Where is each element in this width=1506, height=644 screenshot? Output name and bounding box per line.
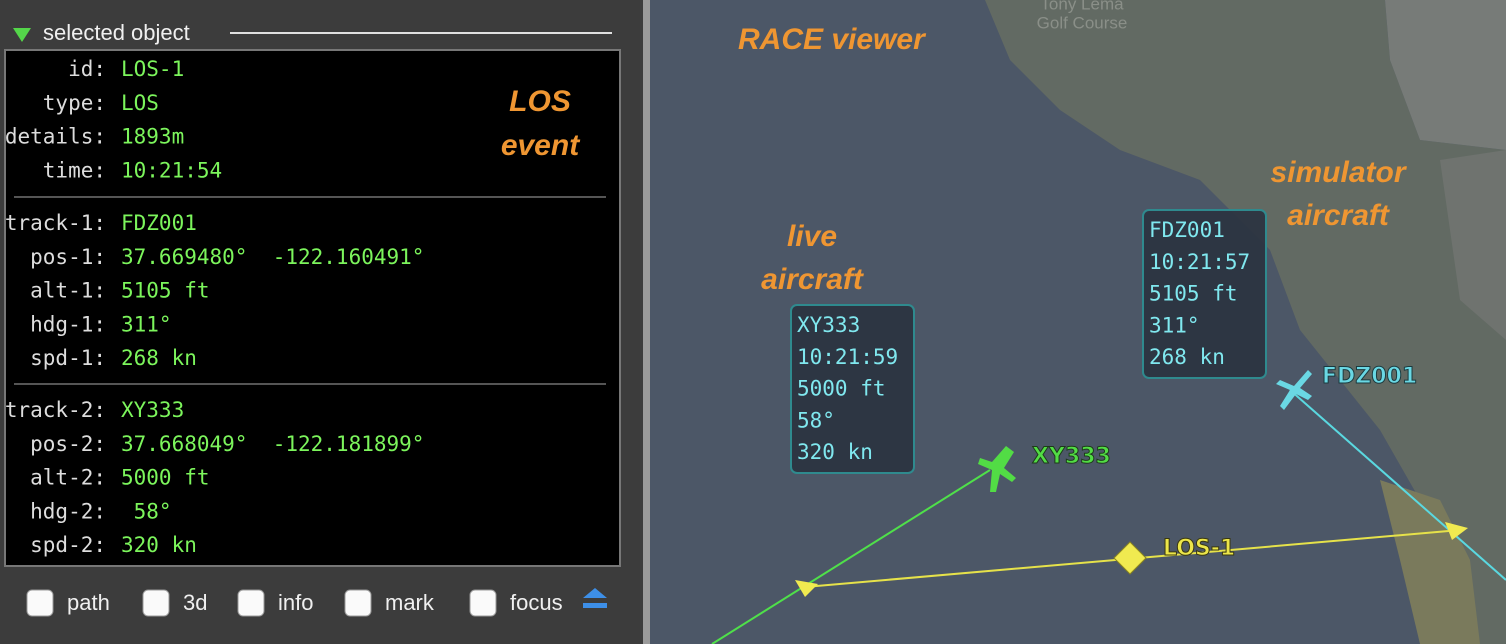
- eject-icon[interactable]: [583, 588, 607, 608]
- field-value: FDZ001: [121, 211, 197, 235]
- field-value: 268 kn: [121, 346, 197, 370]
- track-line: [1289, 389, 1506, 581]
- park: [1380, 480, 1480, 644]
- urban: [1440, 150, 1506, 340]
- info-line: 10:21:57: [1149, 250, 1250, 274]
- aircraft-icon[interactable]: [1276, 370, 1312, 410]
- checkbox[interactable]: [237, 589, 265, 617]
- info-box: [4, 49, 621, 567]
- checkbox-label: mark: [385, 590, 435, 615]
- map: Tony Lema Golf Course RACE viewer live a…: [650, 0, 1506, 644]
- field-value: XY333: [121, 398, 184, 422]
- info-line: XY333: [797, 313, 860, 337]
- land: [985, 0, 1506, 644]
- los-marker[interactable]: [1113, 541, 1147, 575]
- info-line: 320 kn: [797, 440, 873, 464]
- field-label: track-2:: [5, 398, 106, 422]
- info-line: 5000 ft: [797, 377, 886, 401]
- checkbox[interactable]: [469, 589, 497, 617]
- checkbox-label: 3d: [183, 590, 207, 615]
- checkbox[interactable]: [26, 589, 54, 617]
- los-endpoint[interactable]: [795, 580, 818, 597]
- field-label: id:: [68, 57, 106, 81]
- track-line: [711, 469, 991, 644]
- field-label: pos-2:: [30, 432, 106, 456]
- place-label: Golf Course: [1037, 13, 1128, 32]
- annotation: event: [501, 129, 581, 162]
- annotation: simulator: [1270, 156, 1407, 189]
- collapse-toggle[interactable]: [13, 28, 31, 42]
- field-value: 311°: [121, 312, 172, 336]
- checkbox-label: focus: [510, 590, 563, 615]
- field-label: spd-2:: [30, 533, 106, 557]
- field-label: pos-1:: [30, 245, 106, 269]
- field-value: 5105 ft: [121, 279, 210, 303]
- field-value: 37.668049° -122.181899°: [121, 432, 424, 456]
- field-value: 10:21:54: [121, 158, 222, 182]
- annotation: LOS: [509, 85, 571, 118]
- field-label: alt-1:: [30, 279, 106, 303]
- info-box[interactable]: [790, 304, 915, 474]
- aircraft-label: XY333: [1032, 444, 1111, 469]
- info-box[interactable]: [1142, 209, 1267, 379]
- field-label: spd-1:: [30, 346, 106, 370]
- checkbox[interactable]: [142, 589, 170, 617]
- panel-title: selected object: [43, 20, 190, 45]
- info-line: FDZ001: [1149, 218, 1225, 242]
- annotation: live: [787, 220, 837, 253]
- splitter[interactable]: [643, 0, 650, 644]
- map-title: RACE viewer: [738, 23, 927, 56]
- field-label: time:: [43, 158, 106, 182]
- checkbox[interactable]: [344, 589, 372, 617]
- field-value: LOS: [121, 91, 159, 115]
- info-line: 10:21:59: [797, 345, 898, 369]
- urban: [1385, 0, 1506, 150]
- annotation: aircraft: [1287, 199, 1391, 232]
- field-value: LOS-1: [121, 57, 184, 81]
- los-endpoint[interactable]: [1445, 522, 1468, 540]
- field-value: 58°: [121, 499, 172, 523]
- field-label: hdg-1:: [30, 312, 106, 336]
- checkbox-label: path: [67, 590, 110, 615]
- field-label: details:: [5, 125, 106, 149]
- event-label: LOS-1: [1163, 536, 1235, 561]
- info-line: 268 kn: [1149, 345, 1225, 369]
- place-label: Tony Lema: [1040, 0, 1124, 13]
- aircraft-icon[interactable]: [978, 446, 1016, 492]
- info-line: 58°: [797, 408, 835, 432]
- field-value: 5000 ft: [121, 466, 210, 490]
- field-label: type:: [43, 91, 106, 115]
- checkbox-label: info: [278, 590, 313, 615]
- field-label: hdg-2:: [30, 499, 106, 523]
- aircraft-label: FDZ001: [1322, 364, 1417, 389]
- field-label: alt-2:: [30, 466, 106, 490]
- field-value: 37.669480° -122.160491°: [121, 245, 424, 269]
- field-label: track-1:: [5, 211, 106, 235]
- info-line: 5105 ft: [1149, 282, 1238, 306]
- field-value: 320 kn: [121, 533, 197, 557]
- field-value: 1893m: [121, 125, 184, 149]
- annotation: aircraft: [761, 263, 865, 296]
- info-line: 311°: [1149, 313, 1200, 337]
